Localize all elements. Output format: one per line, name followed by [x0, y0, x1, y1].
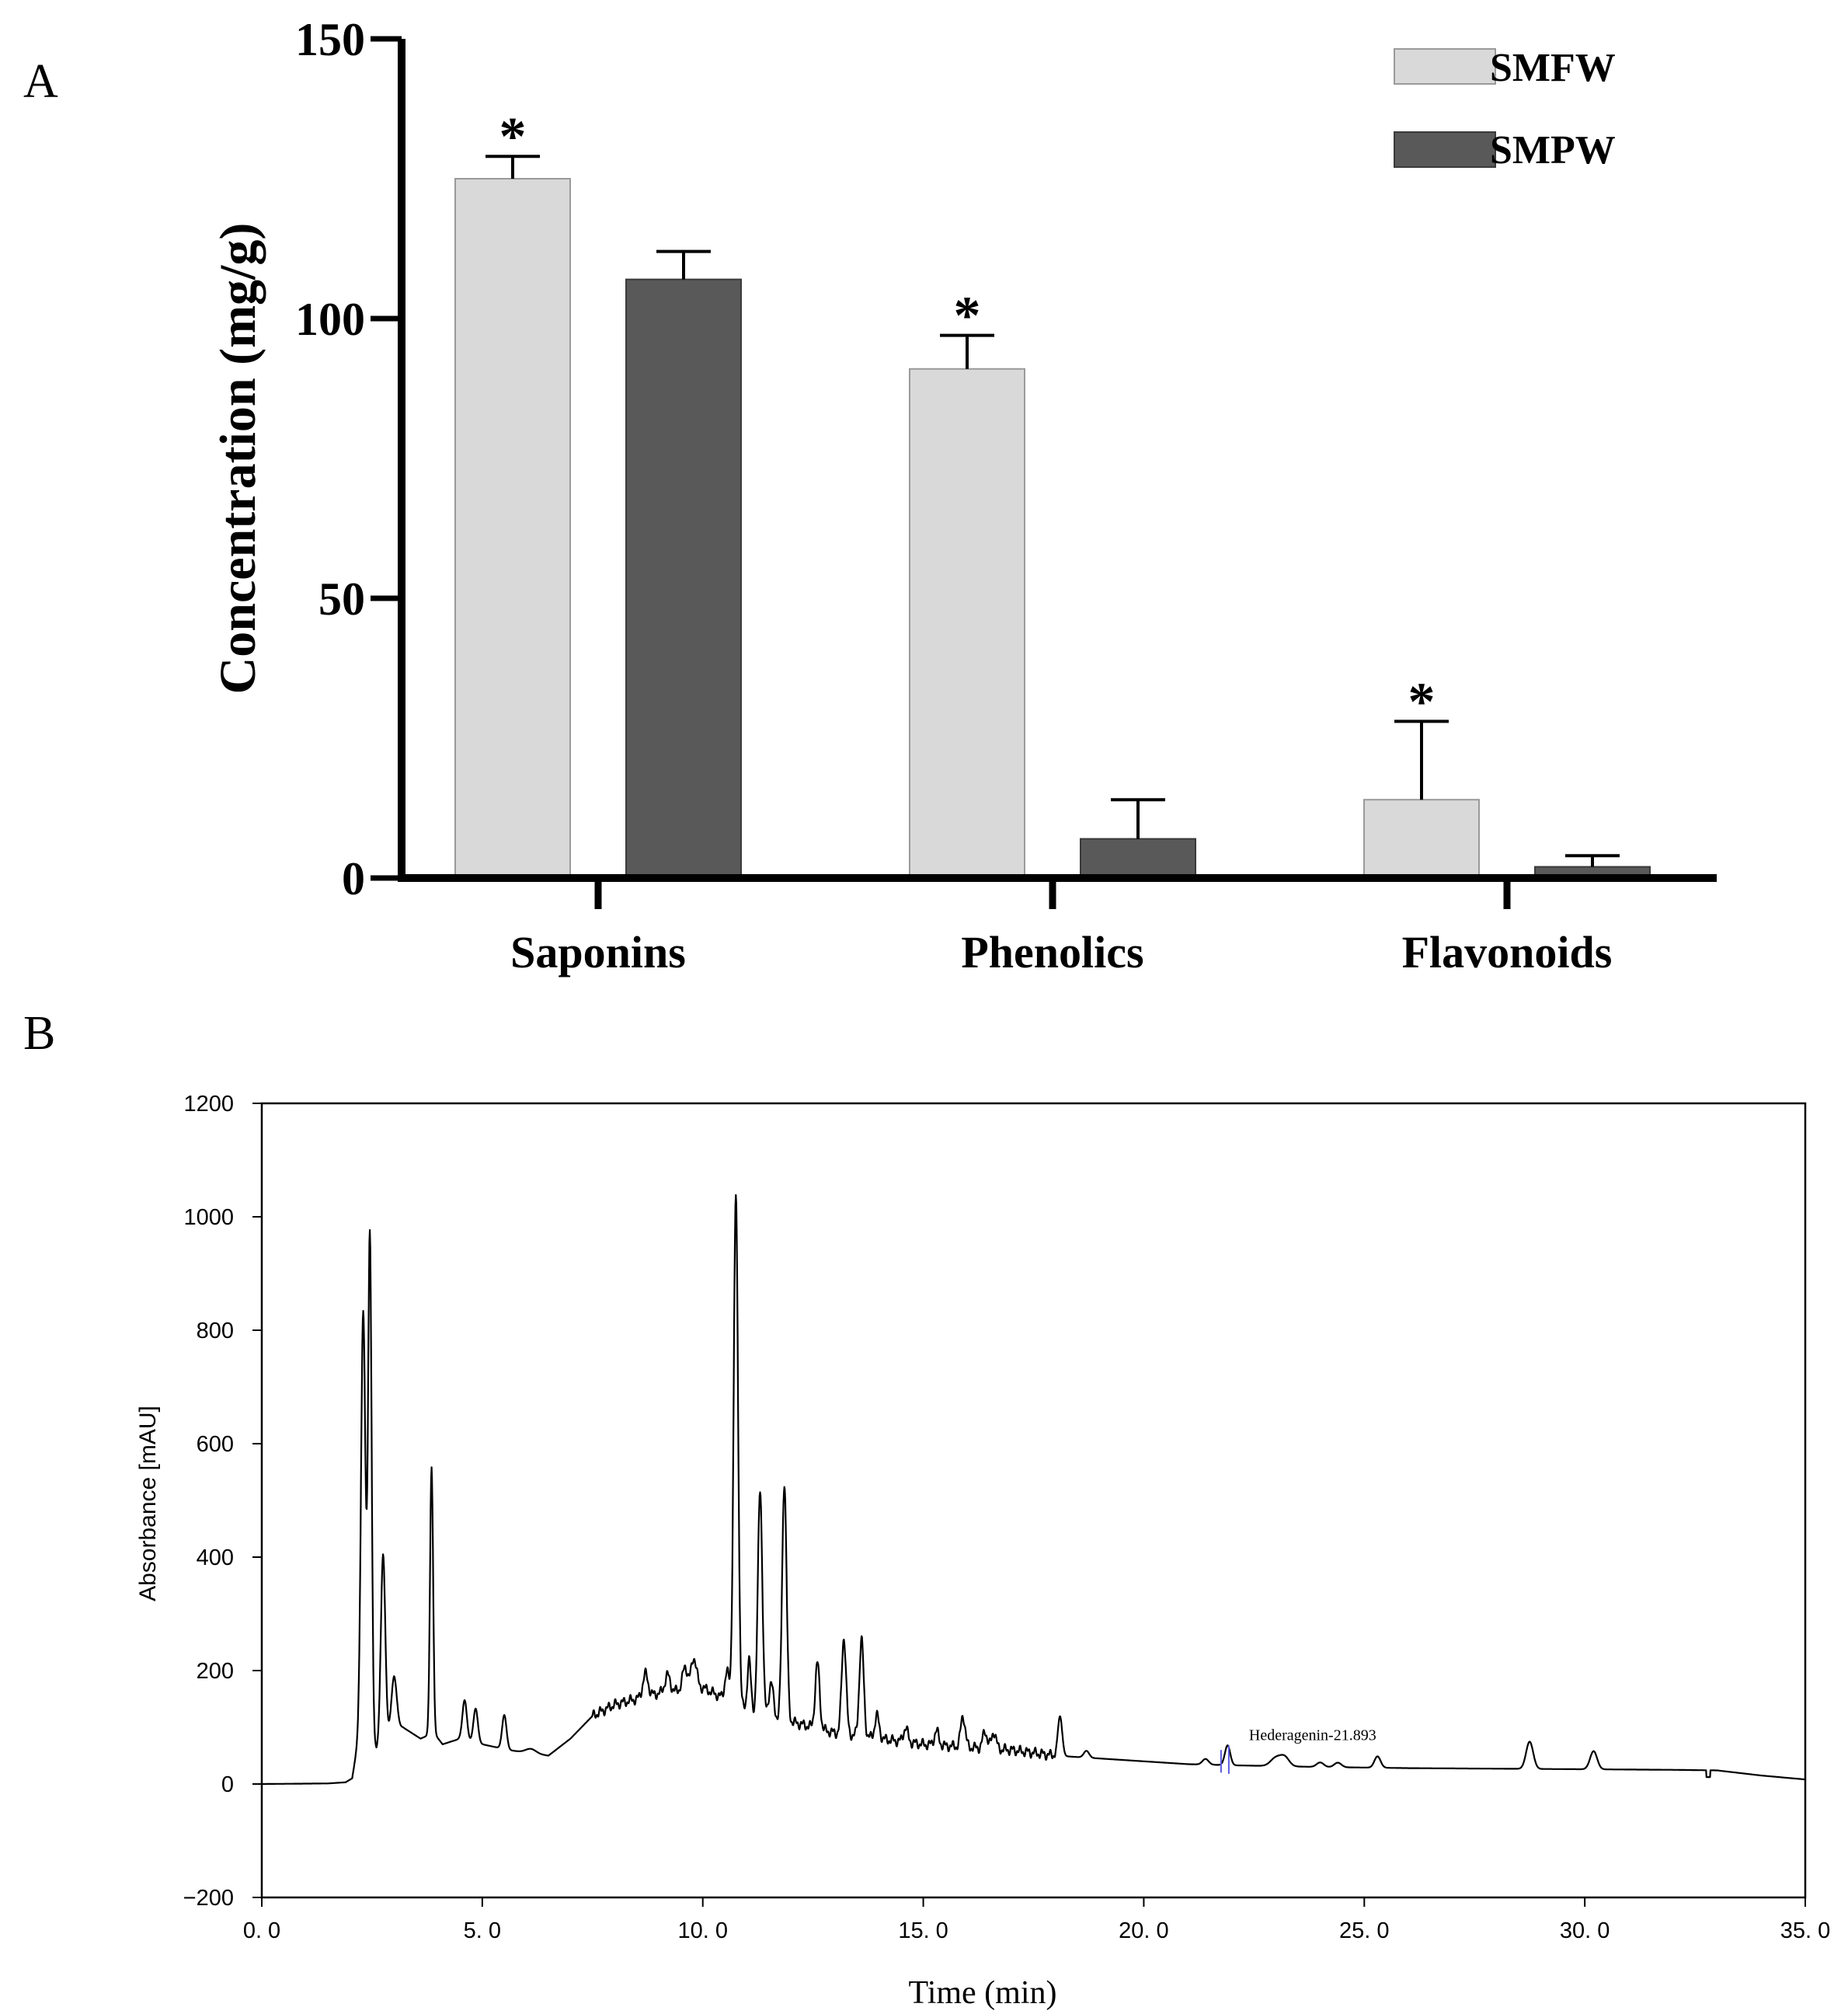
y-ticks: 0 50 100 150	[295, 14, 402, 904]
legend-swatch-smfw	[1394, 48, 1496, 85]
error-bars-group	[485, 155, 1620, 867]
bar-smpw-saponins	[625, 278, 742, 880]
plot-frame	[260, 1102, 1807, 1899]
x-ticks: Saponins Phenolics Flavonoids	[510, 878, 1612, 977]
y-axis-label: Absorbance [mAU]	[135, 1406, 161, 1601]
panel-b-chromatogram: −200 0 200 400 600 800 1000 1200 0. 0 5. 0 10. 0 1…	[135, 1092, 1830, 2011]
y-tick-label: 0	[342, 853, 365, 904]
y-tick-label: 100	[295, 294, 365, 345]
significance-star-saponins: *	[499, 107, 527, 167]
x-tick-label: 0. 0	[243, 1918, 280, 1943]
x-tick-label: 10. 0	[677, 1918, 728, 1943]
y-tick-label: 800	[197, 1319, 234, 1343]
x-axis-label: Time (min)	[909, 1975, 1057, 2011]
y-tick-label: 0	[221, 1772, 234, 1797]
y-tick-label: 1000	[183, 1205, 234, 1230]
legend-label-smpw: SMPW	[1490, 128, 1616, 172]
y-tick-label: 150	[295, 14, 365, 65]
y-tick-label: 50	[318, 573, 365, 625]
x-tick-label: 15. 0	[898, 1918, 948, 1943]
y-tick-label: 400	[197, 1545, 234, 1570]
annotation-label: Hederagenin-21.893	[1249, 1727, 1376, 1744]
bar-smpw-phenolics	[1080, 838, 1196, 879]
category-label-phenolics: Phenolics	[961, 927, 1143, 977]
x-tick-label: 35. 0	[1780, 1918, 1831, 1943]
bar-smfw-saponins	[454, 178, 571, 879]
significance-star-phenolics: *	[954, 287, 981, 347]
significance-star-flavonoids: *	[1408, 672, 1436, 732]
significance-markers: * * *	[499, 107, 1436, 732]
x-tick-label: 25. 0	[1339, 1918, 1390, 1943]
x-tick-label: 5. 0	[464, 1918, 501, 1943]
x-ticks: 0. 0 5. 0 10. 0 15. 0 20. 0 25. 0 30. 0 35. 0	[243, 1897, 1830, 1943]
legend-swatch-smpw	[1394, 131, 1496, 168]
panel-b-label: B	[23, 1007, 55, 1060]
peak-annotation: Hederagenin-21.893	[1220, 1727, 1376, 1774]
y-tick-label: −200	[183, 1886, 234, 1911]
chromatogram-trace	[261, 1193, 1806, 1786]
category-label-saponins: Saponins	[510, 927, 686, 977]
y-axis-label: Concentration (mg/g)	[210, 223, 266, 695]
y-tick-label: 600	[197, 1432, 234, 1457]
y-tick-label: 1200	[183, 1092, 234, 1117]
y-tick-label: 200	[197, 1659, 234, 1684]
y-ticks: −200 0 200 400 600 800 1000 1200	[183, 1092, 262, 1911]
legend: SMFW SMPW	[1394, 46, 1616, 172]
panel-a-bar-chart: * * * 0 50 100 150 Saponins Phenolics Flavonoid…	[210, 14, 1717, 977]
bars-group	[454, 178, 1651, 880]
category-label-flavonoids: Flavonoids	[1402, 927, 1613, 977]
panel-a-label: A	[23, 55, 58, 108]
x-tick-label: 20. 0	[1119, 1918, 1169, 1943]
legend-label-smfw: SMFW	[1490, 46, 1616, 90]
bar-smfw-flavonoids	[1363, 799, 1480, 879]
bar-smfw-phenolics	[909, 368, 1025, 879]
x-tick-label: 30. 0	[1560, 1918, 1610, 1943]
